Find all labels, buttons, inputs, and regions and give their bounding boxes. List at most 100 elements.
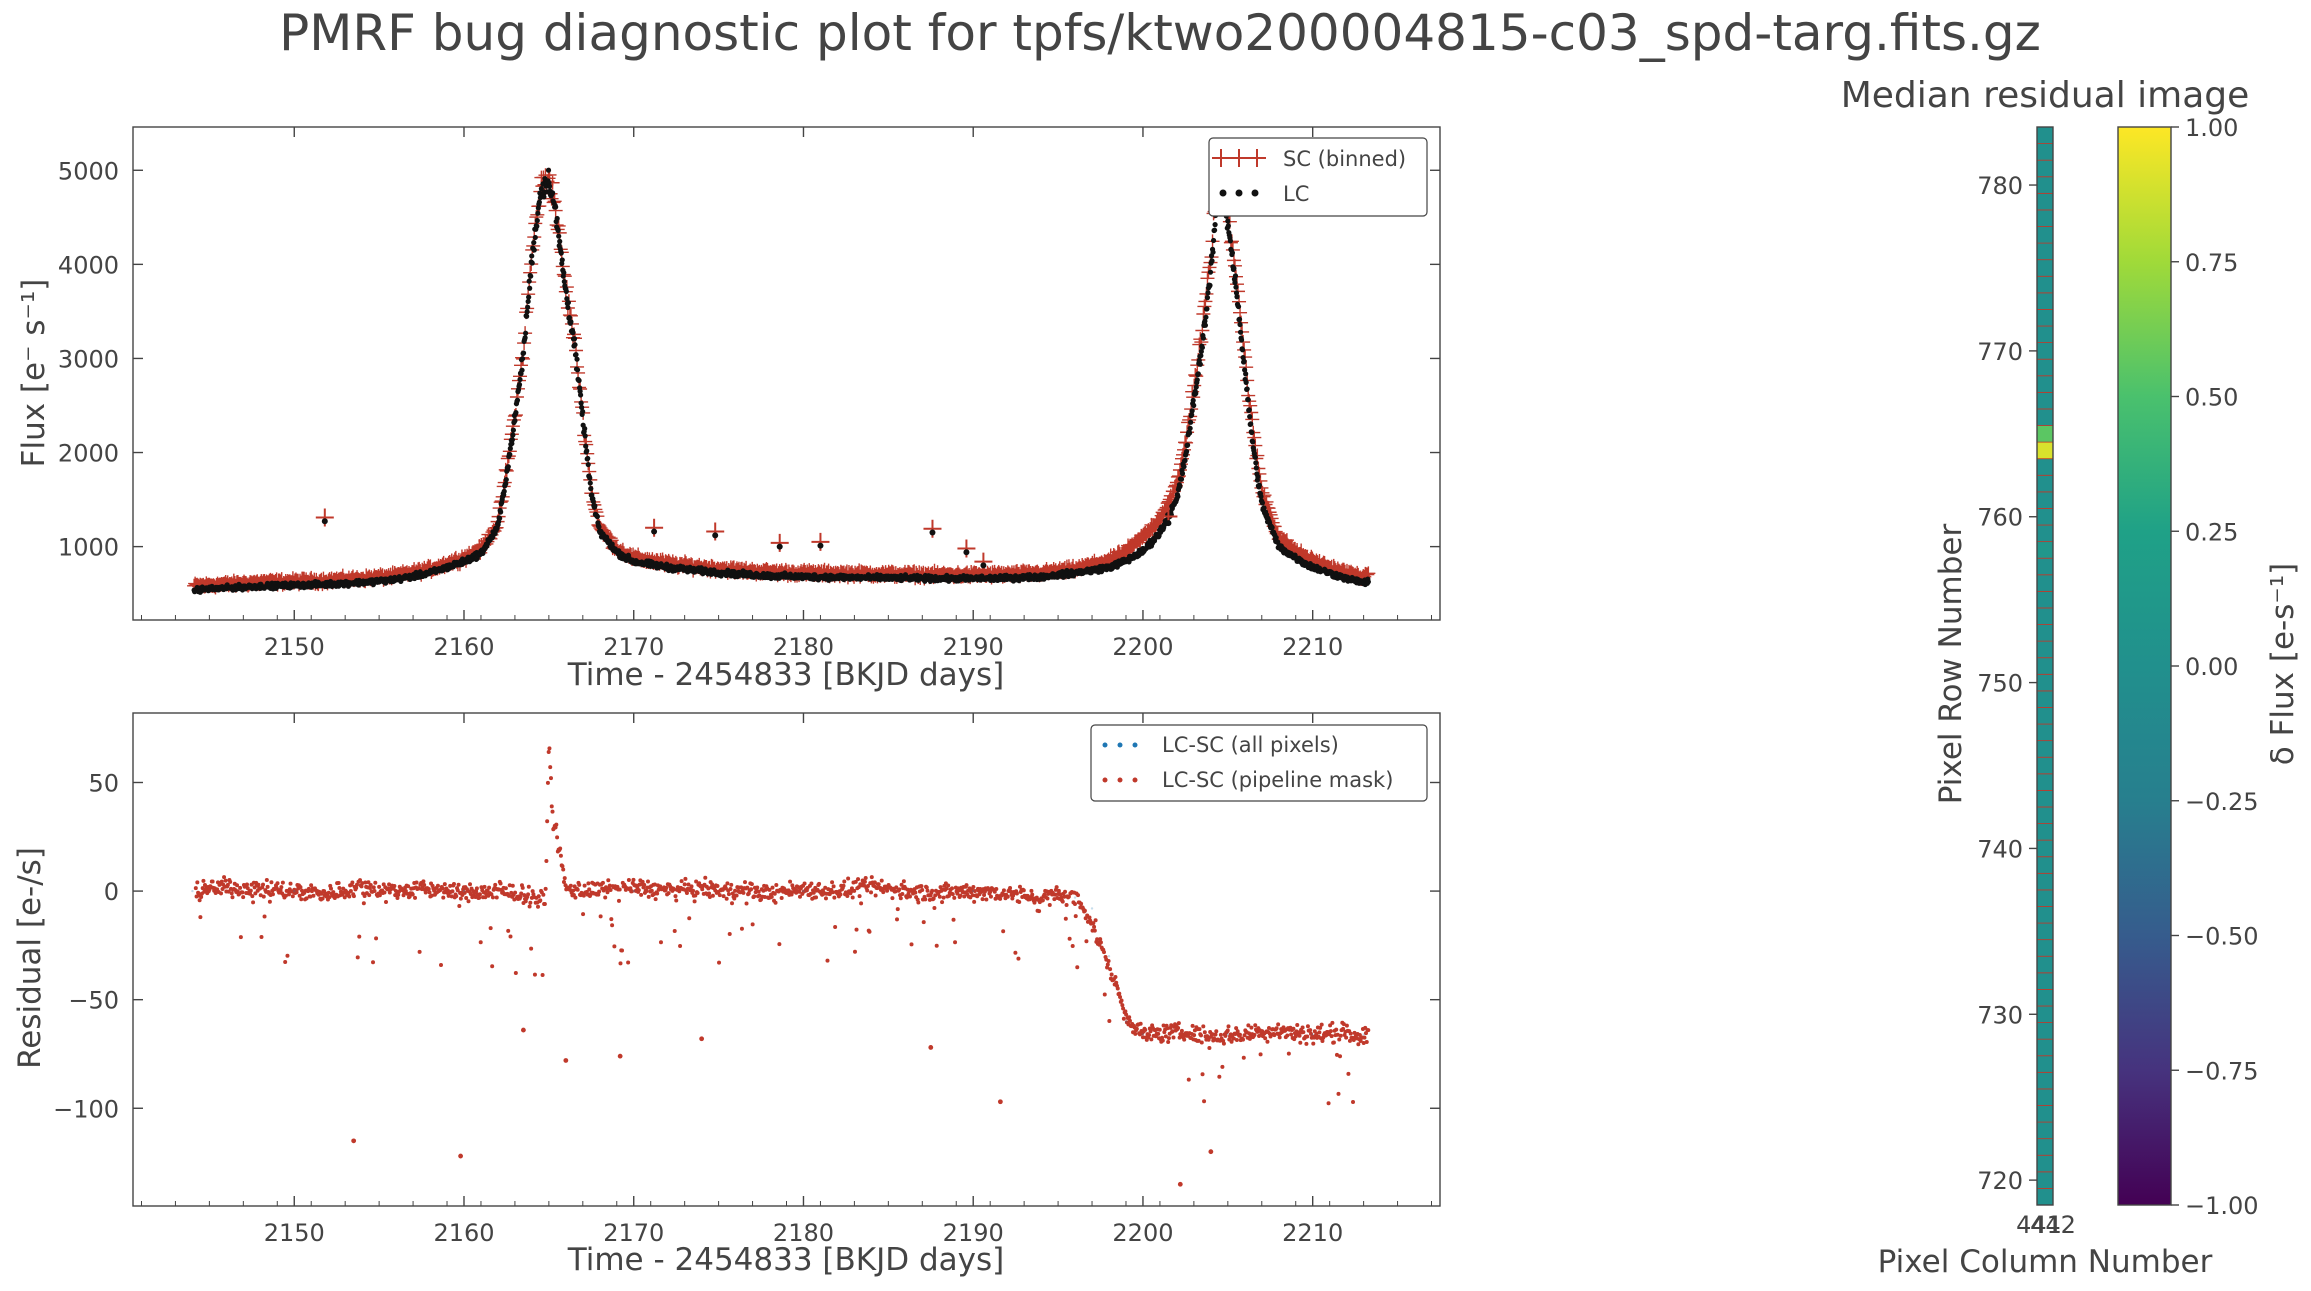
pipeline-mask-point [691,888,696,893]
pipeline-mask-point [1186,1077,1191,1082]
pipeline-mask-point [513,890,518,895]
pipeline-mask-point [575,887,580,892]
bottom-y-ticks: 500−50−100 [53,769,1440,1123]
pipeline-mask-point [195,880,200,885]
pipeline-mask-point [930,888,935,893]
pipeline-mask-point [919,884,924,889]
pipeline-mask-point [923,897,928,902]
pipeline-mask-point [561,867,566,872]
pipeline-mask-point [426,886,431,891]
pipeline-mask-point [610,923,615,928]
pipeline-mask-point [383,900,388,905]
pipeline-mask-point [832,895,837,900]
pipeline-mask-point [907,894,912,899]
pipeline-mask-point [372,888,377,893]
pipeline-mask-point [1054,885,1059,890]
pipeline-mask-point [1013,950,1018,955]
pipeline-mask-point [1220,1064,1225,1069]
pipeline-mask-point [536,904,541,909]
pipeline-mask-point [1060,899,1065,904]
pipeline-mask-point [863,876,868,881]
pipeline-mask-point [230,895,235,900]
pipeline-mask-point [1040,898,1045,903]
pipeline-mask-point [1166,1040,1171,1045]
pipeline-mask-point [1108,967,1113,972]
pipeline-mask-point [742,880,747,885]
pipeline-mask-point [934,943,939,948]
pipeline-mask-point [1092,924,1097,929]
pipeline-mask-point [856,877,861,882]
pipeline-mask-point [692,899,697,904]
lc-point [534,217,540,224]
lc-point [517,376,523,383]
lc-point [528,273,534,279]
pipeline-mask-point [414,880,419,885]
pipeline-mask-point [1082,908,1087,913]
pipeline-mask-point [1160,1038,1165,1043]
pipeline-mask-point [755,885,760,890]
pipeline-mask-point [1202,1099,1207,1104]
pipeline-mask-point [631,877,636,882]
pipeline-mask-point [777,942,782,947]
pipeline-mask-point [279,885,284,890]
pipeline-mask-point [1218,1032,1223,1037]
pipeline-mask-point [857,894,862,899]
pipeline-mask-point [749,887,754,892]
pipeline-mask-point [814,895,819,900]
lc-point [1189,408,1195,414]
pipeline-mask-point [653,897,658,902]
lc-point [1193,390,1199,397]
pipeline-mask-point [290,894,295,899]
pipeline-mask-point [538,898,543,903]
pipeline-mask-point [275,881,280,886]
pipeline-mask-point [219,891,224,896]
top-x-tick-label: 2160 [433,633,494,661]
pipeline-mask-point [644,889,649,894]
lc-point [1256,482,1262,488]
pipeline-mask-point [367,893,372,898]
pipeline-mask-point [946,883,951,888]
lc-point [503,477,509,483]
lc-point [512,418,518,424]
lc-point [541,194,547,200]
top-x-ticks: 2150 2160 2170 2180 2190 2200 2210 [140,127,1433,661]
pipeline-mask-point [841,883,846,888]
pipeline-mask-point [951,917,956,922]
pipeline-mask-point [672,929,677,934]
pipeline-mask-point [770,885,775,890]
pipeline-mask-point [1084,939,1089,944]
pipeline-mask-point [427,890,432,895]
pipeline-mask-point [673,894,678,899]
lc-point [570,330,576,336]
pipeline-mask-point [890,896,895,901]
pipeline-mask-point [543,886,548,891]
pipeline-mask-point [210,879,215,884]
pipeline-mask-point [526,884,531,889]
pipeline-mask-point [1056,888,1061,893]
bottom-x-tick-label: 2160 [433,1219,494,1247]
lc-point [1239,347,1246,353]
lc-point [1234,294,1240,300]
pipeline-mask-point [606,878,611,883]
pipeline-mask-point [1001,929,1006,934]
lc-point [501,488,507,494]
lc-point [1250,439,1256,445]
pipeline-mask-point [1199,1033,1204,1038]
pipeline-mask-point [355,955,360,960]
pipeline-mask-point [895,907,900,912]
pipeline-mask-point [687,916,692,921]
lc-point [585,455,591,462]
pipeline-mask-point [251,900,256,905]
lc-point [526,278,532,284]
pipeline-mask-point [1067,936,1072,941]
pipeline-mask-point [457,903,462,908]
lc-point [1207,282,1213,288]
pipeline-mask-point [608,888,613,893]
pipeline-mask-point [1021,888,1026,893]
pipeline-mask-point [1221,1041,1226,1046]
lc-point [1211,227,1218,233]
pipeline-mask-point [350,880,355,885]
pipeline-mask-point [250,894,255,899]
pipeline-mask-point [900,892,905,897]
